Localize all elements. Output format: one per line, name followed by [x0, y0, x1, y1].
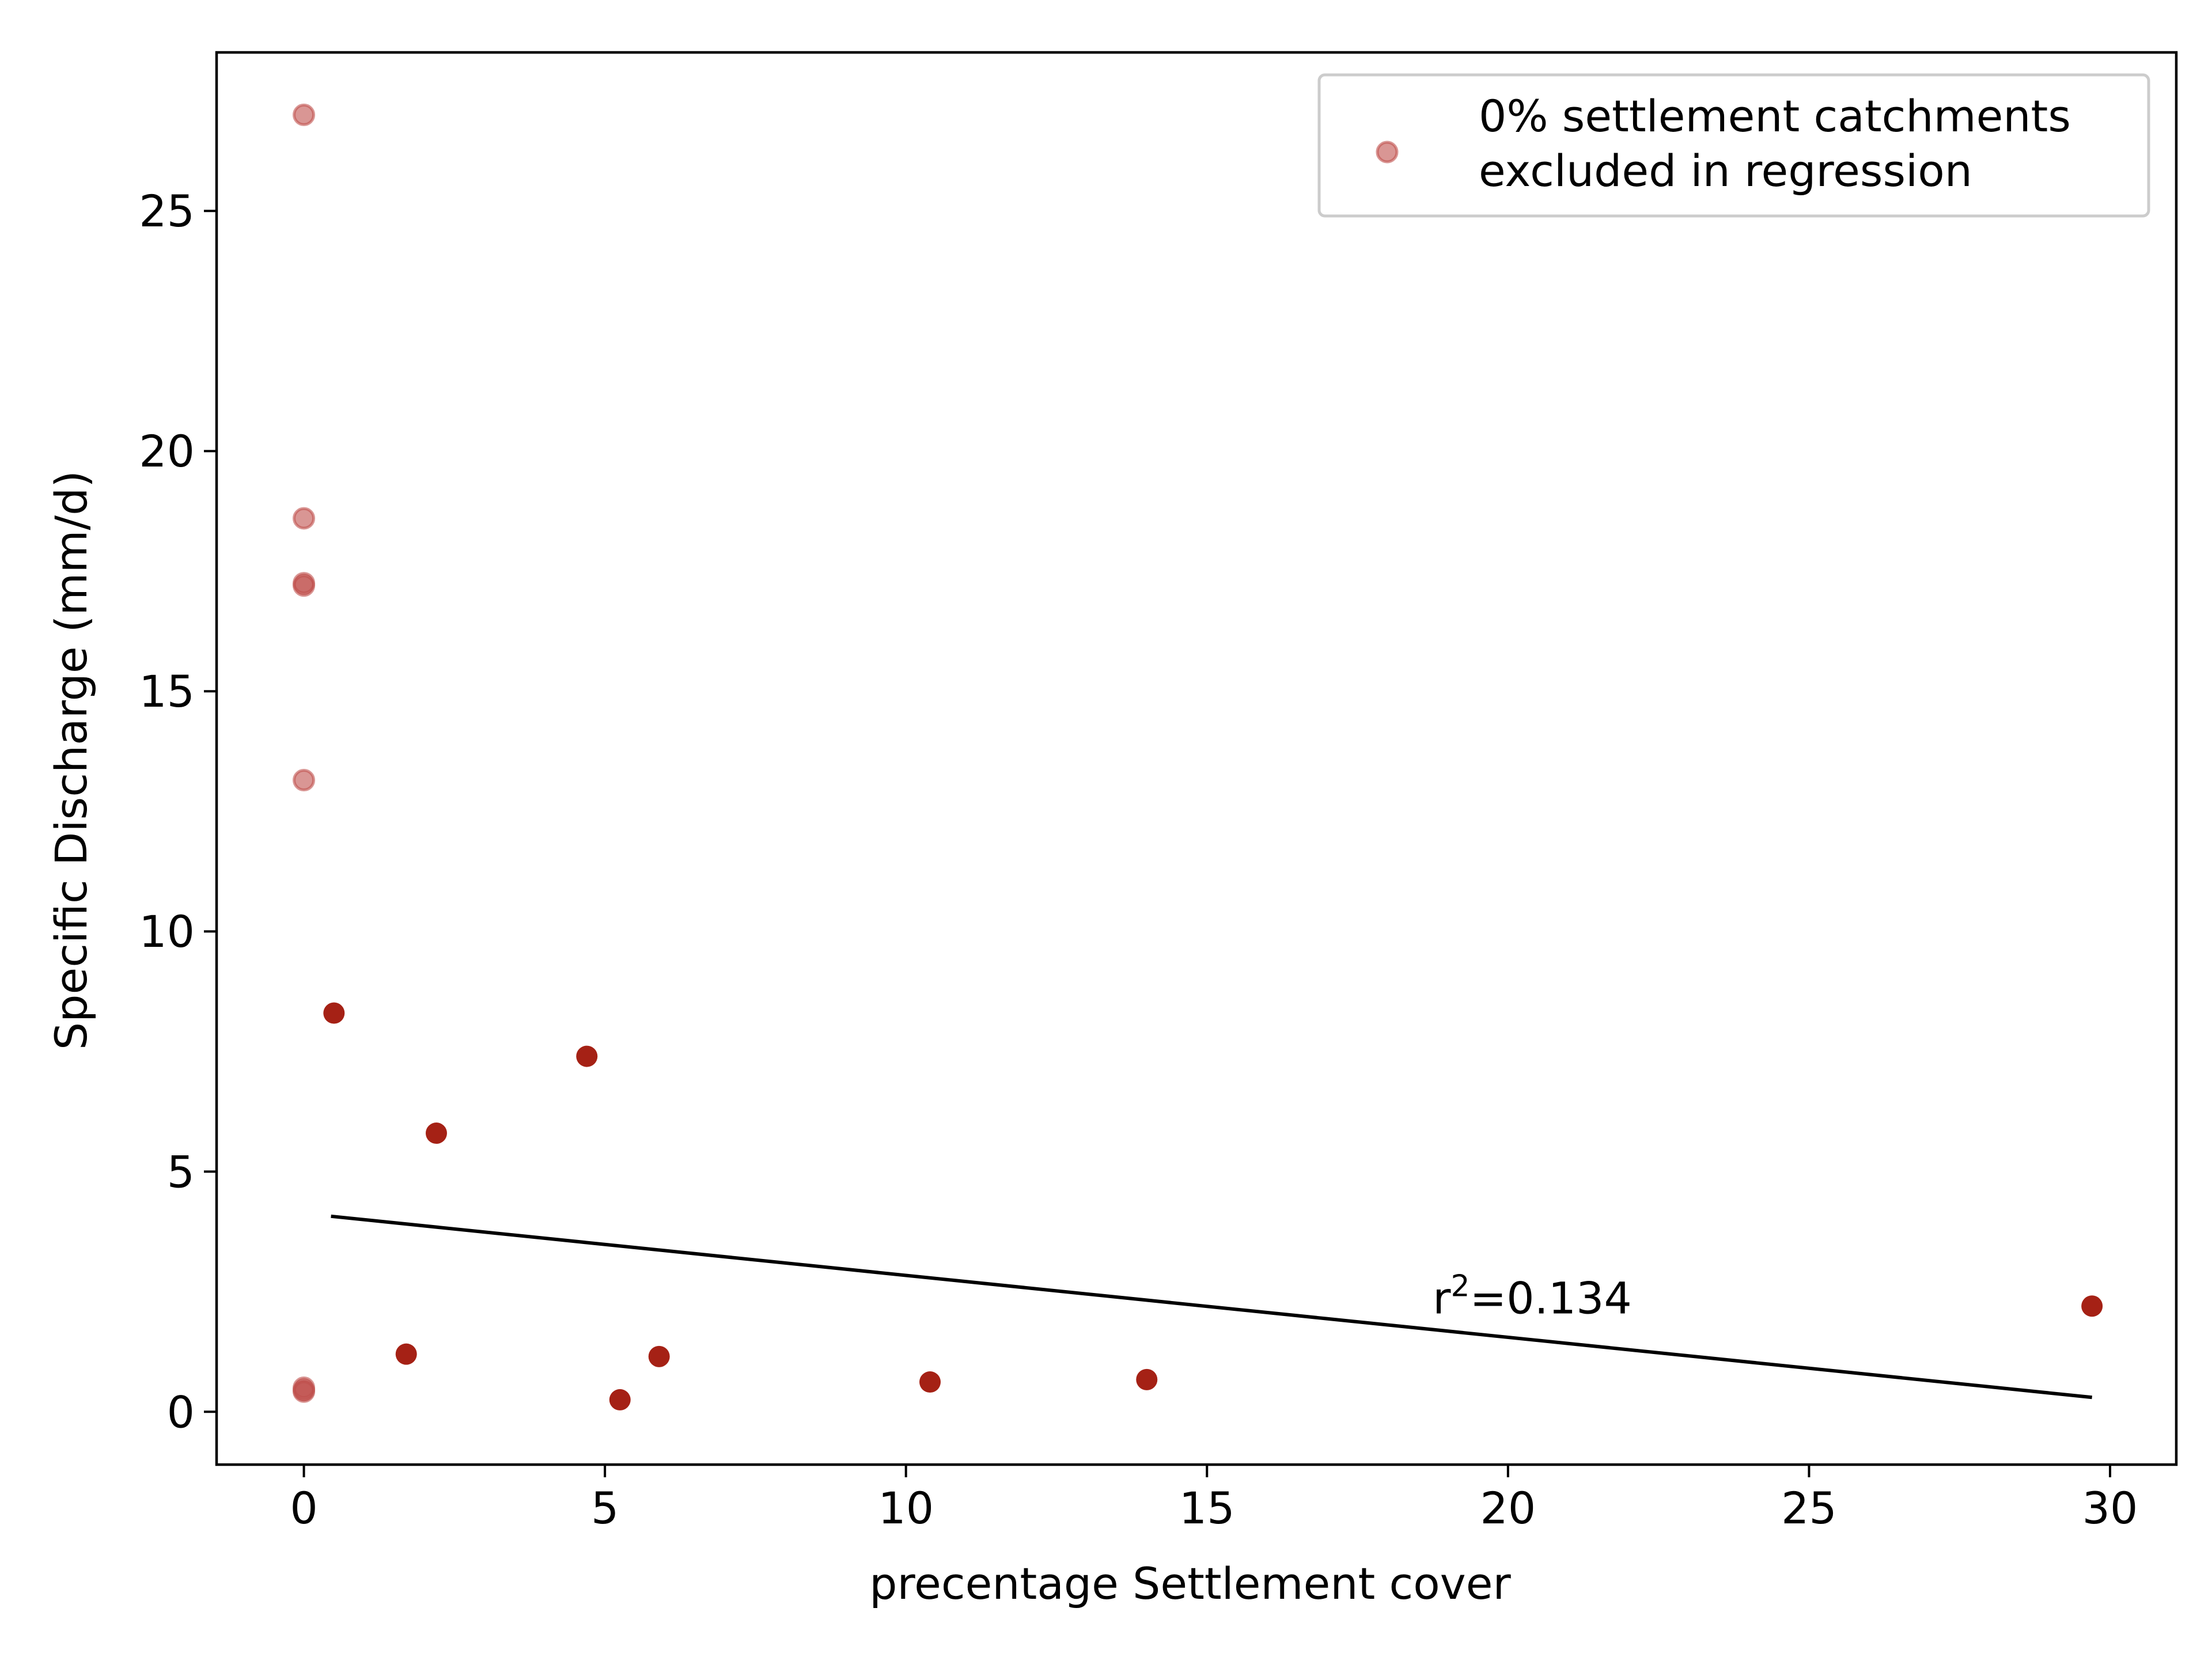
y-tick-label: 25	[139, 185, 195, 237]
legend-label-line: 0% settlement catchments	[1479, 90, 2071, 142]
data-point	[395, 1343, 417, 1365]
data-marks	[293, 103, 2103, 1410]
r-squared-superscript: 2	[1450, 1269, 1469, 1303]
y-tick-label: 20	[139, 426, 195, 477]
legend: 0% settlement catchments excluded in regr…	[1317, 73, 2150, 218]
x-axis-label: precentage Settlement cover	[869, 1558, 1511, 1609]
excluded-data-point	[293, 769, 316, 792]
plot-area	[217, 52, 2176, 1465]
r-squared-value: =0.134	[1470, 1272, 1632, 1324]
excluded-data-point	[293, 103, 316, 126]
data-point	[2081, 1295, 2103, 1317]
regression-line	[331, 1214, 2092, 1400]
data-point	[919, 1371, 941, 1393]
axes: 0 5 10 15 20 25 30 0 5 10 15 20 25	[139, 51, 2178, 1534]
x-tick-label: 25	[1781, 1482, 1837, 1534]
legend-label: 0% settlement catchments excluded in regr…	[1479, 90, 2071, 196]
legend-marker	[1376, 141, 1399, 164]
data-point	[425, 1122, 447, 1144]
y-tick-label: 10	[139, 906, 195, 957]
x-tick-label: 20	[1480, 1482, 1536, 1534]
data-point	[648, 1345, 670, 1367]
excluded-data-point	[293, 572, 316, 595]
excluded-data-point	[293, 507, 316, 530]
plot-background	[217, 52, 2176, 1465]
data-point	[323, 1002, 345, 1024]
x-tick-label: 10	[878, 1482, 934, 1534]
r-squared-base: r	[1433, 1272, 1451, 1324]
r-squared-annotation: r2=0.134	[1433, 1269, 1632, 1324]
data-point	[1136, 1368, 1158, 1390]
y-tick-label: 0	[167, 1386, 195, 1438]
legend-label-line: excluded in regression	[1479, 145, 1972, 196]
x-tick-label: 30	[2082, 1482, 2138, 1534]
data-point	[609, 1389, 631, 1410]
x-tick-label: 15	[1179, 1482, 1235, 1534]
x-tick-label: 5	[591, 1482, 619, 1534]
x-tick-label: 0	[290, 1482, 317, 1534]
y-tick-label: 5	[167, 1146, 195, 1197]
legend-box	[1317, 73, 2150, 218]
plot-frame	[215, 51, 2178, 1466]
data-point	[576, 1045, 598, 1067]
excluded-data-point	[293, 1379, 316, 1402]
y-axis-label: Specific Discharge (mm/d)	[46, 471, 97, 1050]
y-tick-label: 15	[139, 666, 195, 717]
